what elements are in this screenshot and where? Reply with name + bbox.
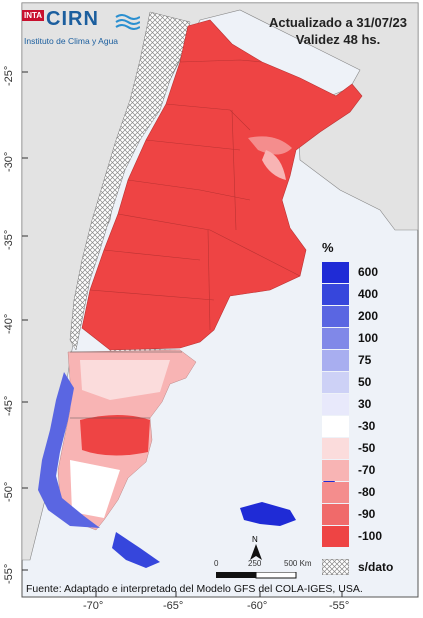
lat-label-55: -55°	[3, 563, 15, 584]
legend-swatch	[322, 526, 349, 547]
legend-swatch	[322, 482, 349, 503]
lat-label-40: -40°	[3, 313, 15, 334]
scale-bar-graphic	[216, 572, 297, 579]
legend-label: 75	[358, 353, 372, 367]
lon-label-65: -65°	[163, 600, 184, 612]
source-footer: Fuente: Adaptado e interpretado del Mode…	[26, 583, 363, 595]
lat-label-30: -30°	[3, 151, 15, 172]
province-borders	[89, 59, 301, 331]
legend-label: 400	[358, 287, 379, 301]
legend-swatch	[322, 262, 349, 283]
inta-logo: INTA	[22, 10, 45, 21]
validity: Validez 48 hs.	[295, 32, 381, 47]
legend-swatch	[322, 394, 349, 415]
north-arrow-icon	[250, 544, 262, 560]
legend-swatch	[322, 438, 349, 459]
lon-label-70: -70°	[83, 600, 104, 612]
legend-label: -50	[358, 441, 376, 455]
legend-swatch	[322, 504, 349, 525]
patagonia-white	[70, 460, 120, 518]
scale-label-0: 0	[214, 559, 219, 568]
tierra-del-fuego	[112, 532, 160, 568]
legend-label: 600	[358, 265, 379, 279]
legend-swatch	[322, 372, 349, 393]
lat-label-35: -35°	[3, 229, 15, 250]
patagonia-light	[80, 360, 170, 400]
nodata-chile	[69, 11, 191, 351]
chile-coast-blue	[38, 372, 100, 528]
legend-label: 30	[358, 397, 372, 411]
malvinas	[240, 502, 296, 526]
lat-label-25: -25°	[3, 65, 15, 86]
patagonia-red-band	[80, 415, 150, 456]
tick-marks	[22, 71, 343, 597]
legend-label: 200	[358, 309, 379, 323]
legend-label: 50	[358, 375, 372, 389]
legend-swatch	[322, 460, 349, 481]
updated-date: Actualizado a 31/07/23	[268, 15, 407, 30]
legend-label: -100	[358, 529, 383, 543]
lon-label-55: -55°	[329, 600, 350, 612]
legend-label: 100	[358, 331, 379, 345]
legend-swatch	[322, 328, 349, 349]
header: Actualizado a 31/07/23 Validez 48 hs.	[258, 14, 418, 48]
patch-ne	[248, 136, 292, 155]
legend-label: -70	[358, 463, 376, 477]
legend-label: -30	[358, 419, 376, 433]
cirn-wordmark: CIRN	[46, 8, 99, 30]
north-arrow: N	[248, 535, 264, 561]
legend-swatch	[322, 306, 349, 327]
scale-label-500: 500 Km	[284, 559, 312, 568]
nodata-label: s/dato	[358, 560, 394, 574]
water-waves-icon	[115, 14, 140, 30]
province-borders-south	[70, 351, 182, 419]
lat-label-50: -50°	[3, 481, 15, 502]
north-label: N	[252, 535, 258, 544]
lat-label-45: -45°	[3, 395, 15, 416]
nodata-swatch	[321, 558, 350, 576]
patch-ne2	[262, 150, 286, 180]
legend-title: %	[322, 240, 334, 255]
legend-label: -80	[358, 485, 376, 499]
legend-swatch	[322, 416, 349, 437]
scale-bar: 0 250 500 Km	[214, 559, 312, 582]
institute-name: Instituto de Clima y Agua	[24, 36, 119, 46]
cirn-logo: INTA CIRN Instituto de Clima y Agua	[22, 8, 162, 52]
legend-swatch	[322, 350, 349, 371]
legend-swatch	[322, 284, 349, 305]
scale-label-250: 250	[248, 559, 262, 568]
legend-label: -90	[358, 507, 376, 521]
lon-label-60: -60°	[247, 600, 268, 612]
